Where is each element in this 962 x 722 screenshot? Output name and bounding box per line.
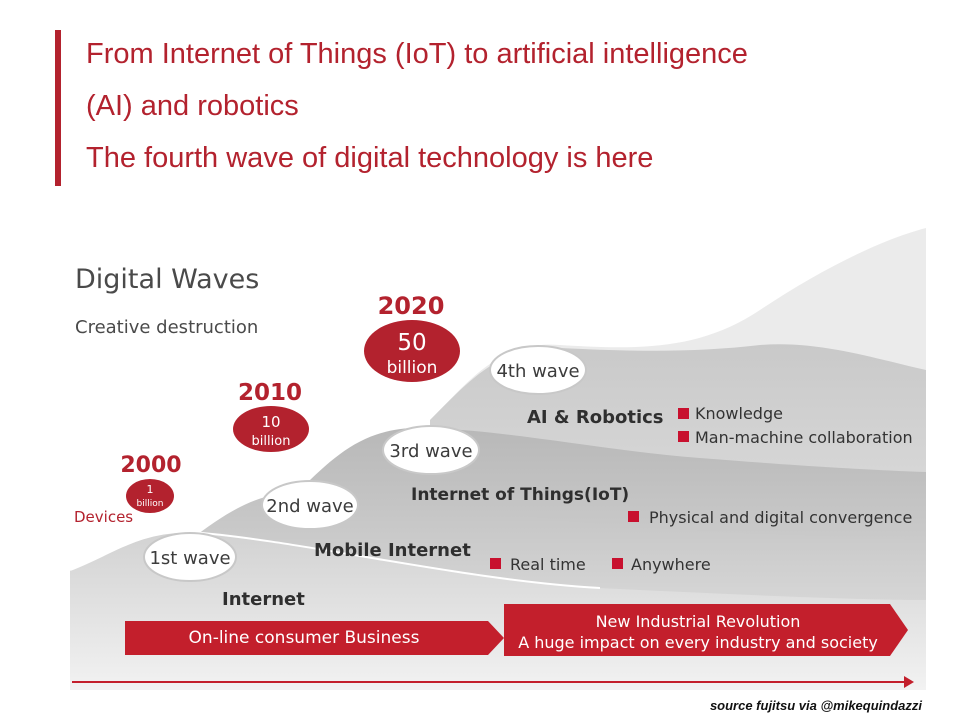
milestone-badge-2000 (126, 479, 174, 513)
feature-bullet-anywhere (612, 558, 623, 569)
wave-1-bubble (143, 532, 237, 582)
source-credit: source fujitsu via @mikequindazzi (709, 698, 922, 713)
arrow-new-industrial-line-2: A huge impact on every industry and soci… (518, 633, 878, 652)
arrow-new-industrial-line-1: New Industrial Revolution (596, 612, 801, 631)
milestone-year-2000: 2000 (120, 453, 181, 478)
feature-physical-digital: Physical and digital convergence (649, 508, 912, 527)
milestone-unit-2010: billion (252, 434, 291, 449)
wave-2-label: 2nd wave (266, 496, 354, 517)
milestone-badge-2020 (364, 320, 460, 382)
arrow-online-consumer-label: On-line consumer Business (189, 628, 420, 648)
milestone-count-2010: 10 (261, 413, 280, 431)
feature-bullet-knowledge (678, 408, 689, 419)
milestone-badge-2010 (233, 406, 309, 452)
wave-3-bubble (382, 425, 480, 475)
feature-knowledge: Knowledge (695, 404, 783, 423)
arrow-online-consumer (125, 621, 504, 655)
wave-3-label: 3rd wave (389, 441, 472, 462)
wave-4-label: 4th wave (496, 361, 579, 382)
timeline-arrowhead (904, 676, 914, 688)
wave-3-name: Internet of Things(IoT) (411, 485, 629, 505)
milestone-unit-2000: billion (137, 499, 164, 509)
arrow-new-industrial (504, 604, 908, 656)
milestone-year-2020: 2020 (378, 292, 445, 320)
feature-man-machine: Man-machine collaboration (695, 428, 913, 447)
headline-line-1: From Internet of Things (IoT) to artific… (86, 38, 748, 70)
feature-bullet-man-machine (678, 431, 689, 442)
wave-crest-line (69, 530, 601, 589)
diagram-title: Digital Waves (75, 264, 259, 295)
feature-real-time: Real time (510, 555, 586, 574)
wave-2-name: Mobile Internet (314, 540, 471, 561)
headline-line-2: (AI) and robotics (86, 90, 299, 122)
wave-4-name: AI & Robotics (527, 407, 664, 428)
milestone-unit-2020: billion (387, 358, 438, 378)
feature-bullet-real-time (490, 558, 501, 569)
devices-label: Devices (74, 508, 133, 526)
header-accent-bar (55, 30, 61, 186)
feature-anywhere: Anywhere (631, 555, 711, 574)
feature-bullet-physical-digital (628, 511, 639, 522)
milestone-year-2010: 2010 (238, 380, 302, 406)
milestone-count-2000: 1 (147, 483, 154, 496)
milestone-count-2020: 50 (397, 330, 426, 356)
wave-1-label: 1st wave (149, 548, 230, 569)
wave-2-bubble (261, 480, 359, 530)
wave-4-bubble (489, 345, 587, 395)
wave-1-name: Internet (222, 589, 305, 610)
diagram-subtitle: Creative destruction (75, 317, 258, 338)
headline-line-3: The fourth wave of digital technology is… (86, 142, 654, 174)
